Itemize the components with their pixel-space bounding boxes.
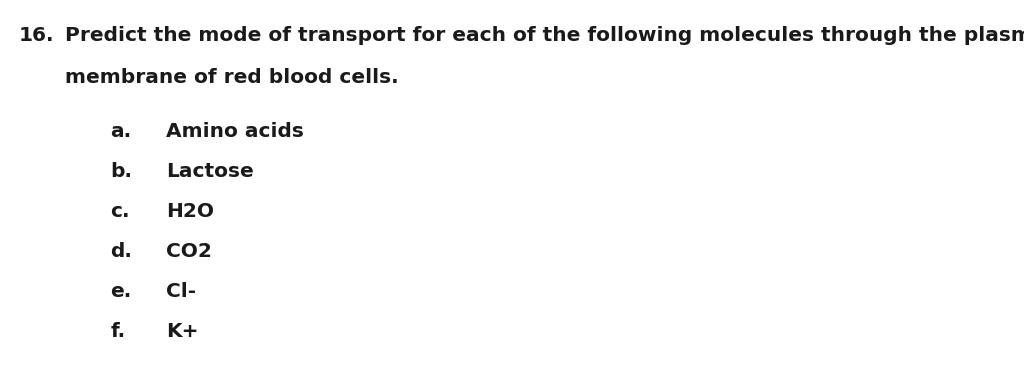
Text: 16.: 16. xyxy=(18,26,54,45)
Text: e.: e. xyxy=(111,283,132,301)
Text: Lactose: Lactose xyxy=(166,163,254,182)
Text: Cl-: Cl- xyxy=(166,283,196,301)
Text: b.: b. xyxy=(111,163,132,182)
Text: a.: a. xyxy=(111,122,132,141)
Text: c.: c. xyxy=(111,202,130,221)
Text: CO2: CO2 xyxy=(166,242,212,261)
Text: K+: K+ xyxy=(166,322,199,341)
Text: Amino acids: Amino acids xyxy=(166,122,304,141)
Text: membrane of red blood cells.: membrane of red blood cells. xyxy=(65,68,398,87)
Text: H2O: H2O xyxy=(166,202,214,221)
Text: f.: f. xyxy=(111,322,126,341)
Text: Predict the mode of transport for each of the following molecules through the pl: Predict the mode of transport for each o… xyxy=(65,26,1024,45)
Text: d.: d. xyxy=(111,242,132,261)
